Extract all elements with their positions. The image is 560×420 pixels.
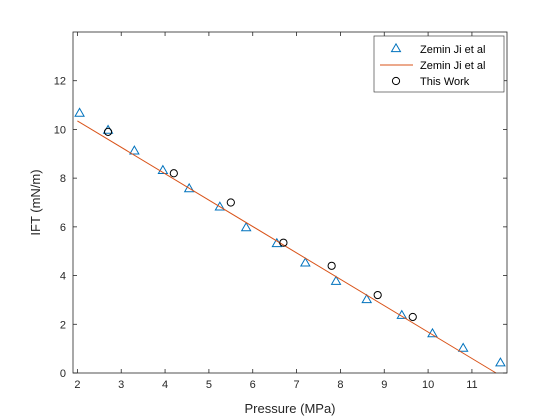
data-point-triangle: [214, 201, 226, 211]
x-tick-label: 10: [422, 379, 434, 391]
y-tick-label: 6: [60, 222, 66, 234]
x-tick-label: 5: [206, 379, 212, 391]
data-point-circle: [103, 127, 113, 136]
fit-line: [77, 120, 497, 374]
x-tick-label: 7: [294, 379, 300, 391]
data-point-triangle: [299, 257, 311, 267]
x-tick-label: 2: [74, 379, 80, 391]
data-point-circle: [327, 261, 336, 270]
x-tick-label: 9: [381, 379, 387, 391]
data-point-triangle: [74, 107, 85, 117]
legend: Zemin Ji et al Zemin Ji et al This Work: [373, 35, 505, 93]
y-tick-label: 12: [54, 76, 66, 88]
data-point-circle: [279, 238, 288, 247]
data-point-triangle: [361, 293, 373, 304]
plot-frame: [72, 31, 508, 374]
x-tick-label: 3: [118, 379, 124, 391]
data-point-triangle: [457, 342, 469, 352]
data-point-circle: [169, 169, 178, 178]
x-axis-title: Pressure (MPa): [244, 401, 335, 416]
x-tick-label: 6: [250, 379, 256, 391]
data-point-triangle: [495, 357, 506, 367]
legend-triangle-symbol: [390, 42, 402, 53]
legend-label: This Work: [420, 76, 470, 88]
data-point-triangle: [330, 275, 342, 285]
y-tick-label: 4: [60, 271, 66, 283]
x-tick-label: 4: [162, 379, 168, 391]
y-tick-label: 2: [60, 319, 66, 331]
data-point-triangle: [240, 221, 252, 232]
y-tick-label: 8: [60, 173, 66, 185]
y-axis-title: IFT (mN/m): [28, 169, 43, 235]
x-tick-label: 11: [466, 379, 477, 391]
data-point-circle: [226, 198, 235, 207]
legend-label: Zemin Ji et al: [420, 60, 485, 72]
data-point-triangle: [157, 164, 169, 174]
y-tick-label: 0: [60, 368, 66, 380]
data-point-triangle: [129, 145, 140, 155]
x-tick-label: 8: [337, 379, 343, 391]
data-point-triangle: [183, 182, 195, 193]
data-point-triangle: [427, 327, 438, 338]
data-point-circle: [373, 290, 382, 300]
data-point-circle: [408, 312, 417, 322]
y-tick-label: 10: [54, 124, 66, 136]
data-marks: [74, 107, 506, 374]
legend-circle-symbol: [391, 76, 401, 86]
legend-label: Zemin Ji et al: [420, 44, 485, 56]
